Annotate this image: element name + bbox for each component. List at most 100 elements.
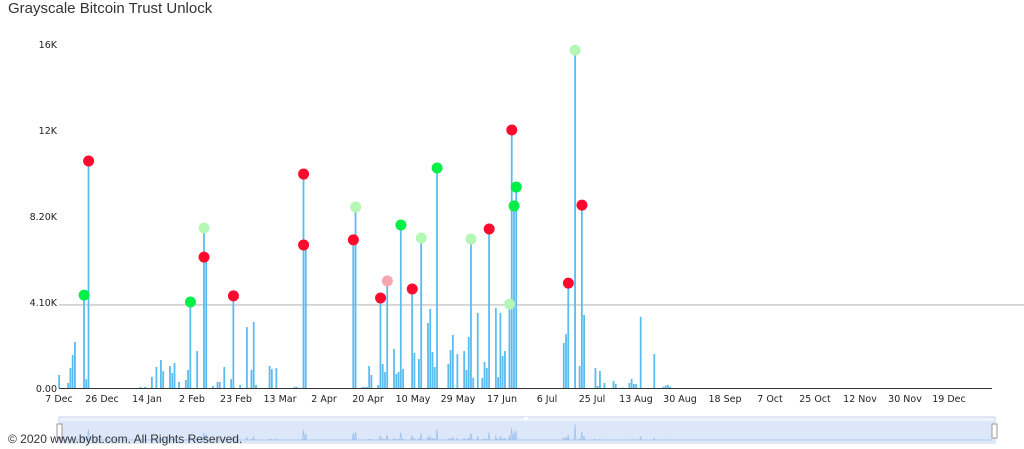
bar[interactable] [666, 384, 669, 388]
marker-red[interactable] [298, 239, 310, 251]
bar[interactable] [304, 244, 307, 388]
bar[interactable] [470, 239, 472, 388]
bar[interactable] [494, 308, 497, 388]
bar[interactable] [171, 372, 174, 388]
bar[interactable] [87, 161, 90, 388]
marker-green[interactable] [431, 162, 443, 174]
bar[interactable] [368, 365, 371, 388]
bar[interactable] [488, 229, 490, 388]
bar[interactable] [596, 385, 599, 388]
marker-red[interactable] [198, 251, 210, 263]
bar[interactable] [203, 227, 205, 388]
navigator-handle-right[interactable] [991, 423, 998, 439]
marker-red[interactable] [576, 199, 588, 211]
bar[interactable] [399, 225, 402, 388]
bar[interactable] [187, 369, 189, 388]
bar[interactable] [420, 238, 423, 388]
bar[interactable] [352, 239, 355, 388]
bar[interactable] [395, 373, 398, 388]
bar[interactable] [508, 304, 511, 388]
bar[interactable] [169, 365, 171, 388]
bar[interactable] [411, 288, 414, 388]
bar[interactable] [562, 342, 565, 388]
marker-red[interactable] [298, 168, 310, 180]
marker-green[interactable] [395, 219, 407, 231]
bar[interactable] [246, 327, 248, 388]
bar[interactable] [74, 341, 76, 388]
bar[interactable] [449, 350, 452, 388]
marker-lightgreen[interactable] [465, 233, 477, 245]
bar[interactable] [58, 374, 60, 388]
bar[interactable] [268, 365, 271, 388]
bar[interactable] [574, 50, 576, 389]
bar[interactable] [216, 381, 219, 388]
bar[interactable] [510, 130, 513, 388]
marker-pink[interactable] [381, 275, 393, 287]
bar[interactable] [497, 377, 500, 388]
bar[interactable] [250, 369, 253, 388]
bar[interactable] [567, 283, 570, 388]
bar[interactable] [218, 381, 221, 388]
bar[interactable] [384, 372, 386, 388]
bar[interactable] [504, 351, 506, 388]
bar[interactable] [639, 316, 642, 388]
bar[interactable] [293, 386, 296, 388]
bar[interactable] [465, 369, 468, 388]
bar[interactable] [467, 337, 470, 388]
bar[interactable] [232, 295, 235, 388]
bar[interactable] [83, 295, 85, 388]
marker-red[interactable] [562, 277, 574, 289]
bar[interactable] [397, 372, 400, 388]
bar[interactable] [583, 315, 586, 388]
marker-green[interactable] [508, 200, 520, 212]
bar[interactable] [150, 376, 153, 388]
bar[interactable] [578, 365, 581, 388]
bar[interactable] [427, 322, 429, 388]
bar[interactable] [223, 367, 226, 388]
bar[interactable] [628, 382, 631, 388]
bar[interactable] [155, 367, 158, 388]
bar[interactable] [361, 386, 364, 388]
marker-red[interactable] [227, 290, 239, 302]
bar[interactable] [69, 368, 72, 388]
marker-green[interactable] [184, 296, 196, 308]
bar[interactable] [162, 371, 165, 388]
bar[interactable] [196, 351, 199, 388]
bar[interactable] [433, 367, 436, 388]
bar[interactable] [451, 334, 454, 388]
marker-lightgreen[interactable] [569, 44, 581, 56]
bar[interactable] [481, 377, 484, 388]
bar[interactable] [393, 348, 395, 388]
bar[interactable] [630, 378, 633, 388]
bar[interactable] [71, 355, 74, 388]
bar[interactable] [614, 384, 617, 388]
bar[interactable] [363, 386, 366, 388]
bar[interactable] [381, 364, 384, 388]
bar[interactable] [379, 298, 382, 388]
bar[interactable] [456, 354, 459, 388]
bar[interactable] [603, 382, 606, 388]
bar[interactable] [633, 384, 635, 388]
bar[interactable] [501, 355, 504, 388]
bar[interactable] [377, 385, 380, 388]
bar[interactable] [476, 312, 479, 388]
bar[interactable] [67, 382, 70, 388]
bar[interactable] [270, 369, 273, 388]
marker-red[interactable] [406, 283, 418, 295]
bar[interactable] [370, 374, 373, 388]
bar[interactable] [418, 359, 420, 388]
bar[interactable] [255, 384, 257, 388]
bar[interactable] [386, 281, 389, 388]
bar[interactable] [664, 385, 667, 388]
bar[interactable] [612, 381, 615, 388]
marker-lightgreen[interactable] [350, 201, 362, 213]
bar[interactable] [413, 352, 416, 388]
bar[interactable] [485, 368, 488, 388]
bar[interactable] [513, 205, 515, 388]
marker-red[interactable] [506, 124, 518, 136]
bar[interactable] [669, 386, 672, 388]
marker-green[interactable] [510, 181, 522, 193]
bar[interactable] [599, 371, 601, 388]
marker-lightgreen[interactable] [198, 222, 210, 234]
navigator[interactable] [56, 416, 998, 444]
